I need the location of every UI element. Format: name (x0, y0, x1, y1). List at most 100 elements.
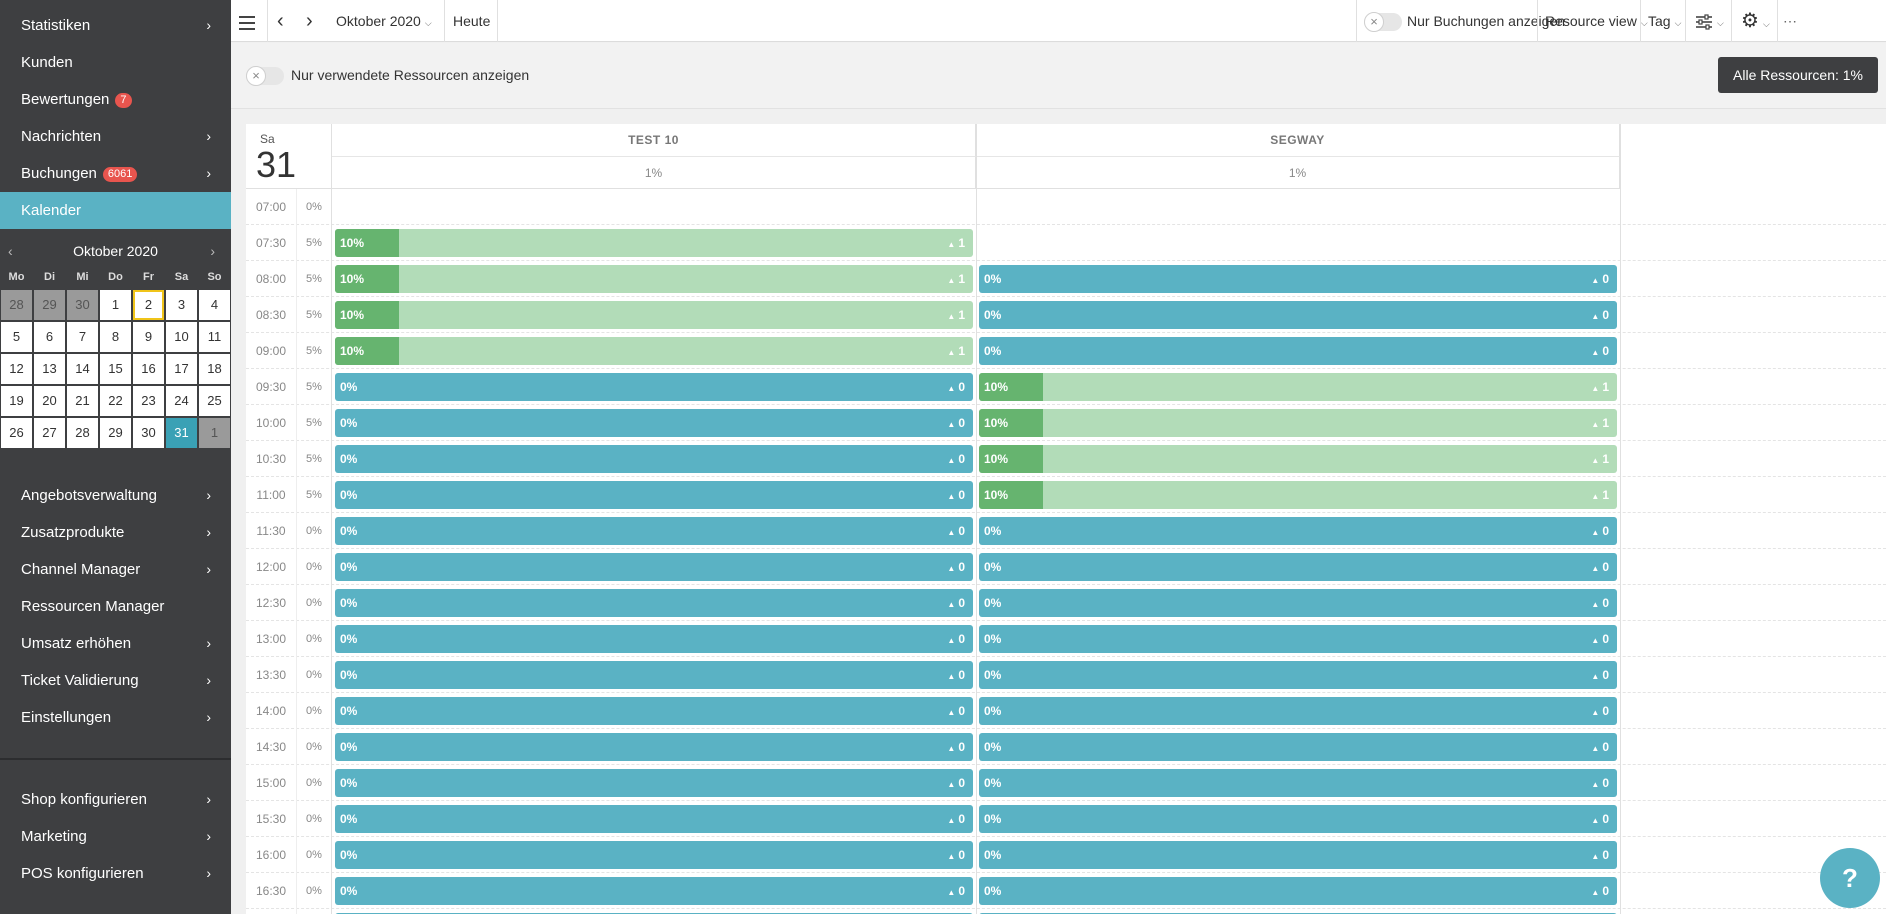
booking-slot[interactable]: 0% ▲ 0 (979, 553, 1617, 581)
sidebar-item-ticket-validierung[interactable]: Ticket Validierung › (0, 662, 231, 699)
booking-slot[interactable]: 0% ▲ 0 (979, 589, 1617, 617)
sidebar-item-marketing[interactable]: Marketing › (0, 818, 231, 855)
booking-slot[interactable]: 10% ▲ 1 (979, 373, 1617, 401)
booking-slot[interactable]: 0% ▲ 0 (335, 373, 973, 401)
calendar-day[interactable]: 28 (0, 289, 33, 321)
calendar-day[interactable]: 19 (0, 385, 33, 417)
calendar-day[interactable]: 31 (165, 417, 198, 449)
booking-slot[interactable]: 0% ▲ 0 (979, 337, 1617, 365)
calendar-day[interactable]: 20 (33, 385, 66, 417)
calendar-day[interactable]: 21 (66, 385, 99, 417)
calendar-day[interactable]: 29 (99, 417, 132, 449)
booking-slot[interactable]: 0% ▲ 0 (979, 877, 1617, 905)
calendar-day[interactable]: 26 (0, 417, 33, 449)
calendar-day[interactable]: 17 (165, 353, 198, 385)
sidebar-item-shop-konfigurieren[interactable]: Shop konfigurieren › (0, 781, 231, 818)
calendar-day[interactable]: 18 (198, 353, 231, 385)
booking-slot[interactable]: 0% ▲ 0 (335, 877, 973, 905)
sidebar-item-einstellungen[interactable]: Einstellungen › (0, 699, 231, 736)
settings-dropdown[interactable]: ⚙ ⌵ (1741, 0, 1770, 42)
calendar-day[interactable]: 30 (66, 289, 99, 321)
booking-slot[interactable]: 0% ▲ 0 (335, 625, 973, 653)
booking-slot[interactable]: 0% ▲ 0 (335, 409, 973, 437)
booking-slot[interactable]: 0% ▲ 0 (979, 301, 1617, 329)
booking-slot[interactable]: 0% ▲ 0 (335, 841, 973, 869)
calendar-day[interactable]: 10 (165, 321, 198, 353)
booking-slot[interactable]: 0% ▲ 0 (979, 517, 1617, 545)
booking-slot[interactable]: 0% ▲ 0 (335, 445, 973, 473)
sidebar-item-umsatz-erhoehen[interactable]: Umsatz erhöhen › (0, 625, 231, 662)
calendar-day[interactable]: 11 (198, 321, 231, 353)
prev-period-icon[interactable]: ‹ (277, 10, 284, 32)
menu-icon[interactable] (239, 0, 257, 42)
booking-slot[interactable]: 0% ▲ 0 (335, 805, 973, 833)
booking-slot[interactable]: 0% ▲ 0 (335, 553, 973, 581)
calendar-day[interactable]: 13 (33, 353, 66, 385)
calendar-day[interactable]: 5 (0, 321, 33, 353)
booking-slot[interactable]: 0% ▲ 0 (979, 805, 1617, 833)
calendar-day[interactable]: 23 (132, 385, 165, 417)
all-resources-button[interactable]: Alle Ressourcen: 1% (1718, 57, 1878, 93)
booking-slot[interactable]: 0% ▲ 0 (979, 733, 1617, 761)
sidebar-item-statistiken[interactable]: Statistiken › (0, 7, 231, 44)
next-period-icon[interactable]: › (306, 10, 313, 32)
only-bookings-toggle[interactable]: × (1364, 0, 1402, 42)
calendar-day[interactable]: 1 (99, 289, 132, 321)
booking-slot[interactable]: 0% ▲ 0 (335, 697, 973, 725)
sidebar-item-buchungen[interactable]: Buchungen 6061 › (0, 155, 231, 192)
sidebar-item-nachrichten[interactable]: Nachrichten › (0, 118, 231, 155)
booking-slot[interactable]: 10% ▲ 1 (335, 301, 973, 329)
booking-slot[interactable]: 0% ▲ 0 (979, 661, 1617, 689)
help-button[interactable]: ? (1820, 848, 1880, 908)
booking-slot[interactable]: 0% ▲ 0 (335, 517, 973, 545)
calendar-day[interactable]: 6 (33, 321, 66, 353)
booking-slot[interactable]: 0% ▲ 0 (335, 769, 973, 797)
filter-settings-dropdown[interactable]: ⌵ (1695, 0, 1724, 42)
booking-slot[interactable]: 0% ▲ 0 (979, 265, 1617, 293)
booking-slot[interactable]: 0% ▲ 0 (335, 733, 973, 761)
calendar-day[interactable]: 25 (198, 385, 231, 417)
only-used-resources-toggle[interactable]: × (246, 66, 284, 86)
toggle-switch[interactable]: × (1364, 12, 1402, 33)
booking-slot[interactable]: 0% ▲ 0 (979, 697, 1617, 725)
calendar-day[interactable]: 3 (165, 289, 198, 321)
sidebar-item-angebotsverwaltung[interactable]: Angebotsverwaltung › (0, 477, 231, 514)
booking-slot[interactable]: 10% ▲ 1 (979, 445, 1617, 473)
month-dropdown[interactable]: Oktober 2020 ⌵ (336, 0, 432, 42)
booking-slot[interactable]: 10% ▲ 1 (979, 481, 1617, 509)
booking-slot[interactable]: 0% ▲ 0 (335, 589, 973, 617)
sidebar-item-bewertungen[interactable]: Bewertungen 7 (0, 81, 231, 118)
calendar-day[interactable]: 2 (132, 289, 165, 321)
sidebar-item-channel-manager[interactable]: Channel Manager › (0, 551, 231, 588)
calendar-day[interactable]: 16 (132, 353, 165, 385)
calendar-day[interactable]: 1 (198, 417, 231, 449)
calendar-day[interactable]: 30 (132, 417, 165, 449)
range-dropdown[interactable]: Tag ⌵ (1648, 0, 1681, 42)
calendar-day[interactable]: 29 (33, 289, 66, 321)
booking-slot[interactable]: 10% ▲ 1 (335, 337, 973, 365)
today-button[interactable]: Heute (453, 13, 491, 29)
calendar-day[interactable]: 7 (66, 321, 99, 353)
sidebar-item-kalender[interactable]: Kalender (0, 192, 231, 229)
booking-slot[interactable]: 0% ▲ 0 (979, 769, 1617, 797)
booking-slot[interactable]: 0% ▲ 0 (335, 661, 973, 689)
sidebar-item-pos-konfigurieren[interactable]: POS konfigurieren › (0, 855, 231, 892)
booking-slot[interactable]: 10% ▲ 1 (335, 229, 973, 257)
calendar-day[interactable]: 27 (33, 417, 66, 449)
calendar-day[interactable]: 24 (165, 385, 198, 417)
calendar-day[interactable]: 28 (66, 417, 99, 449)
calendar-day[interactable]: 8 (99, 321, 132, 353)
sidebar-item-zusatzprodukte[interactable]: Zusatzprodukte › (0, 514, 231, 551)
chevron-right-icon[interactable]: › (210, 243, 215, 259)
sidebar-item-kunden[interactable]: Kunden (0, 44, 231, 81)
booking-slot[interactable]: 10% ▲ 1 (979, 409, 1617, 437)
sidebar-item-ressourcen-manager[interactable]: Ressourcen Manager (0, 588, 231, 625)
calendar-day[interactable]: 14 (66, 353, 99, 385)
booking-slot[interactable]: 0% ▲ 0 (979, 625, 1617, 653)
calendar-day[interactable]: 22 (99, 385, 132, 417)
calendar-day[interactable]: 15 (99, 353, 132, 385)
calendar-day[interactable]: 12 (0, 353, 33, 385)
calendar-day[interactable]: 9 (132, 321, 165, 353)
more-icon[interactable]: ⋯ (1783, 13, 1797, 29)
booking-slot[interactable]: 10% ▲ 1 (335, 265, 973, 293)
